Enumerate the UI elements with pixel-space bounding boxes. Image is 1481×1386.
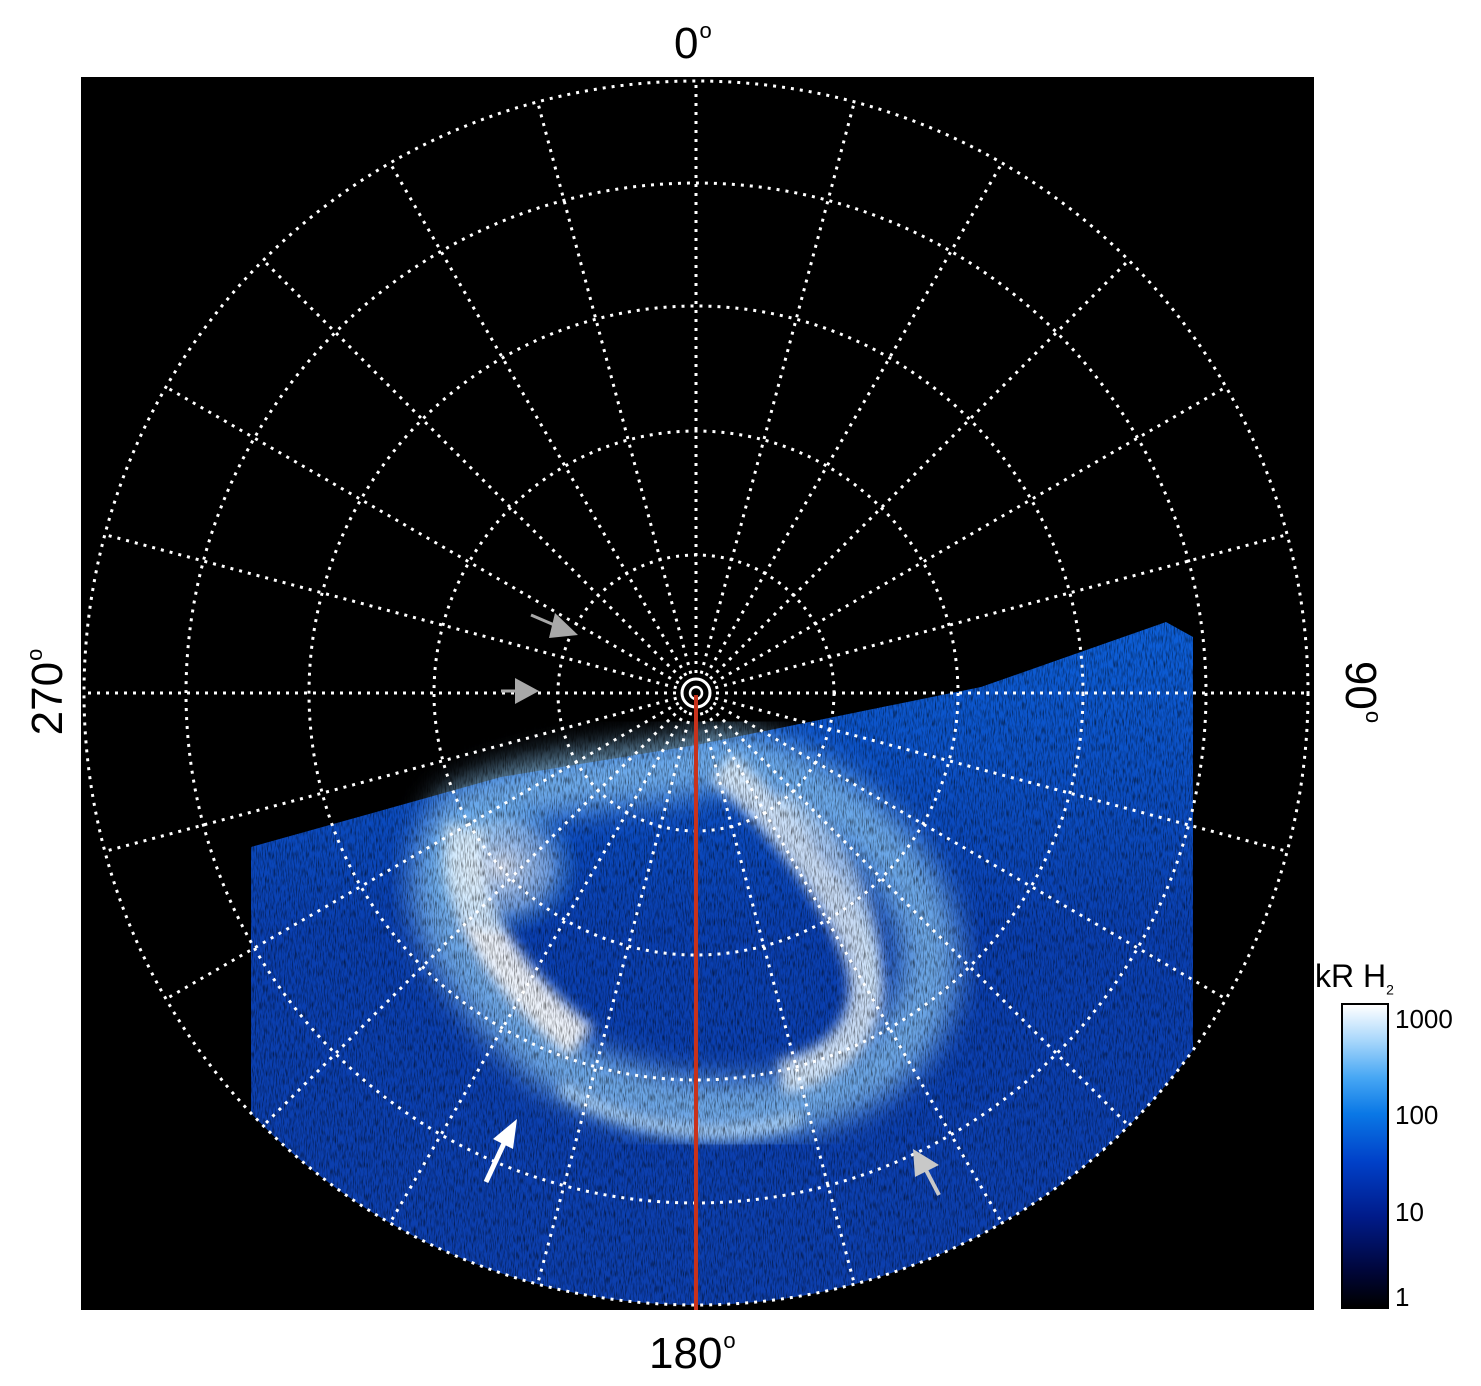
label-270-deg: 270o bbox=[22, 648, 72, 736]
label-0-deg: 0o bbox=[674, 18, 712, 68]
colorbar-title: kR H2 bbox=[1315, 958, 1394, 998]
polar-aurora-image bbox=[81, 77, 1314, 1310]
colorbar-tick-1000: 1000 bbox=[1395, 1004, 1453, 1034]
label-90-deg: 90o bbox=[1336, 660, 1386, 724]
colorbar-tick-10: 10 bbox=[1395, 1197, 1424, 1227]
arrow-icon-gray bbox=[501, 678, 539, 704]
arrow-icon-gray bbox=[913, 1149, 941, 1196]
emission-field bbox=[241, 617, 1201, 1305]
grid-circle bbox=[307, 304, 1085, 1082]
arrow-icon-white bbox=[483, 1119, 517, 1184]
colorbar-tick-1: 1 bbox=[1395, 1282, 1410, 1312]
arrow-icon-gray bbox=[530, 613, 578, 638]
grid-circle bbox=[82, 79, 1310, 1307]
label-180-deg: 180o bbox=[649, 1328, 736, 1378]
colorbar-tick-100: 100 bbox=[1395, 1100, 1439, 1130]
colorbar bbox=[1341, 1003, 1389, 1309]
grid-circle bbox=[432, 429, 960, 957]
